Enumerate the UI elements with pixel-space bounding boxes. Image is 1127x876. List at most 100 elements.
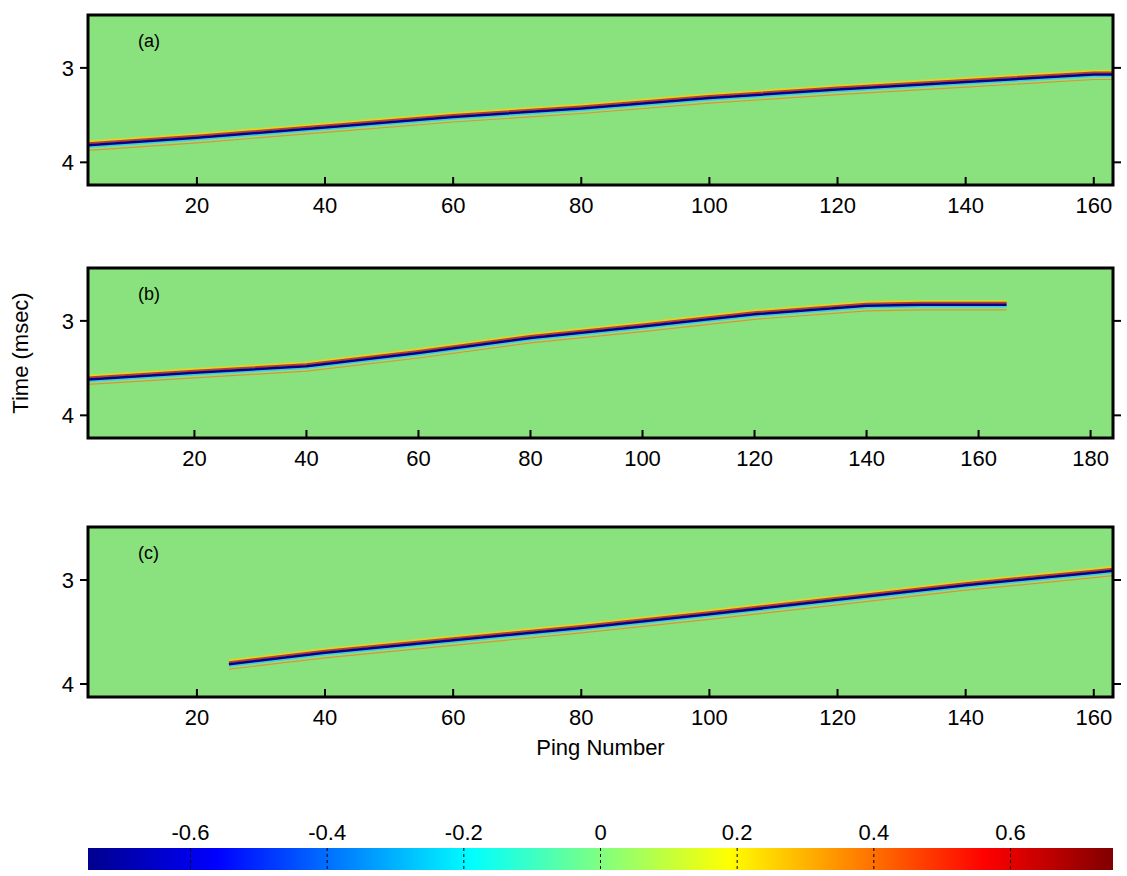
frame (88, 527, 1113, 697)
y-tick (1113, 320, 1121, 322)
x-tick-label: 100 (691, 705, 728, 730)
x-tick-label: 40 (294, 446, 318, 471)
colorbar-tick-label: 0.2 (722, 820, 753, 845)
x-tick (642, 430, 644, 438)
panel: (b) 20 40 60 80 100 120 140 160 180 3 4 Time (msec) (8, 268, 1121, 471)
x-tick (837, 689, 839, 697)
x-tick (1090, 430, 1092, 438)
x-tick-label: 120 (819, 705, 856, 730)
reflector (88, 305, 1007, 380)
figure: (a)2040608010012014016034(b)204060801001… (0, 0, 1127, 876)
x-tick-label: 40 (313, 193, 337, 218)
x-tick (1093, 177, 1095, 185)
colorbar-gradient (88, 848, 1113, 870)
y-tick (80, 320, 88, 322)
x-tick (837, 177, 839, 185)
x-tick-label: 60 (406, 446, 430, 471)
colorbar-tick (190, 848, 191, 870)
plot-area (88, 268, 1113, 438)
colorbar-tick (1010, 848, 1011, 870)
frame (88, 15, 1113, 185)
x-tick-label: 20 (182, 446, 206, 471)
colorbar-tick-label: 0.4 (859, 820, 890, 845)
data-group (88, 301, 1007, 385)
reflector (229, 571, 1113, 665)
y-tick (80, 683, 88, 685)
x-tick-label: 100 (691, 193, 728, 218)
plot-area (88, 527, 1113, 697)
reflector (88, 75, 1113, 146)
x-tick (965, 177, 967, 185)
x-tick-label: 40 (313, 705, 337, 730)
y-tick-label: 3 (62, 56, 74, 81)
y-tick (80, 67, 88, 69)
y-tick (1113, 414, 1121, 416)
colorbar-tick-label: -0.2 (445, 820, 483, 845)
x-tick (580, 689, 582, 697)
reflector-halo (229, 576, 1113, 670)
data-group (88, 71, 1113, 151)
frame (88, 268, 1113, 438)
x-tick-label: 140 (947, 193, 984, 218)
panel: (c)2040608010012014016034Ping Number (62, 527, 1121, 760)
colorbar-tick-label: 0 (594, 820, 606, 845)
reflector-halo (88, 303, 1007, 378)
x-tick-label: 20 (185, 193, 209, 218)
x-tick (452, 689, 454, 697)
x-tick (324, 177, 326, 185)
reflector-halo (88, 310, 1007, 385)
x-tick-label: 140 (947, 705, 984, 730)
colorbar-tick-label: 0.6 (995, 820, 1026, 845)
colorbar-tick (873, 848, 874, 870)
y-tick (1113, 579, 1121, 581)
colorbar-tick (600, 848, 601, 870)
panel-label: (c) (138, 543, 159, 563)
x-tick-label: 80 (518, 446, 542, 471)
y-tick-label: 4 (62, 672, 74, 697)
plot-area (88, 15, 1113, 185)
y-tick-label: 3 (62, 568, 74, 593)
x-tick (978, 430, 980, 438)
x-tick (866, 430, 868, 438)
x-tick-label: 120 (819, 193, 856, 218)
panel-label: (a) (138, 31, 160, 51)
x-tick (324, 689, 326, 697)
y-tick-label: 3 (62, 309, 74, 334)
data-group (229, 567, 1113, 670)
x-tick-label: 160 (960, 446, 997, 471)
colorbar-tick (737, 848, 738, 870)
colorbar-tick-label: -0.6 (172, 820, 210, 845)
y-tick-label: 4 (62, 403, 74, 428)
x-tick (965, 689, 967, 697)
x-tick-label: 160 (1075, 193, 1112, 218)
x-tick (305, 430, 307, 438)
x-tick (196, 689, 198, 697)
x-tick (580, 177, 582, 185)
y-tick-label: 4 (62, 150, 74, 175)
y-tick (80, 161, 88, 163)
y-tick (1113, 67, 1121, 69)
y-tick (80, 579, 88, 581)
colorbar-tick (463, 848, 464, 870)
x-axis-title: Ping Number (536, 735, 664, 760)
y-axis-title: Time (msec) (8, 292, 33, 413)
y-tick (1113, 161, 1121, 163)
x-tick (193, 430, 195, 438)
reflector-halo (229, 567, 1113, 661)
panel: (a)2040608010012014016034 (62, 15, 1121, 218)
x-tick-label: 140 (848, 446, 885, 471)
x-tick-label: 100 (624, 446, 661, 471)
y-tick (80, 414, 88, 416)
x-tick-label: 120 (736, 446, 773, 471)
x-tick-label: 60 (441, 705, 465, 730)
colorbar-tick (327, 848, 328, 870)
x-tick-label: 180 (1072, 446, 1109, 471)
x-tick-label: 20 (185, 705, 209, 730)
x-tick (452, 177, 454, 185)
panel-label: (b) (138, 284, 160, 304)
x-tick-label: 60 (441, 193, 465, 218)
x-tick (1093, 689, 1095, 697)
x-tick (529, 430, 531, 438)
x-tick (196, 177, 198, 185)
colorbar: -0.6-0.4-0.200.20.40.6 (88, 820, 1113, 870)
